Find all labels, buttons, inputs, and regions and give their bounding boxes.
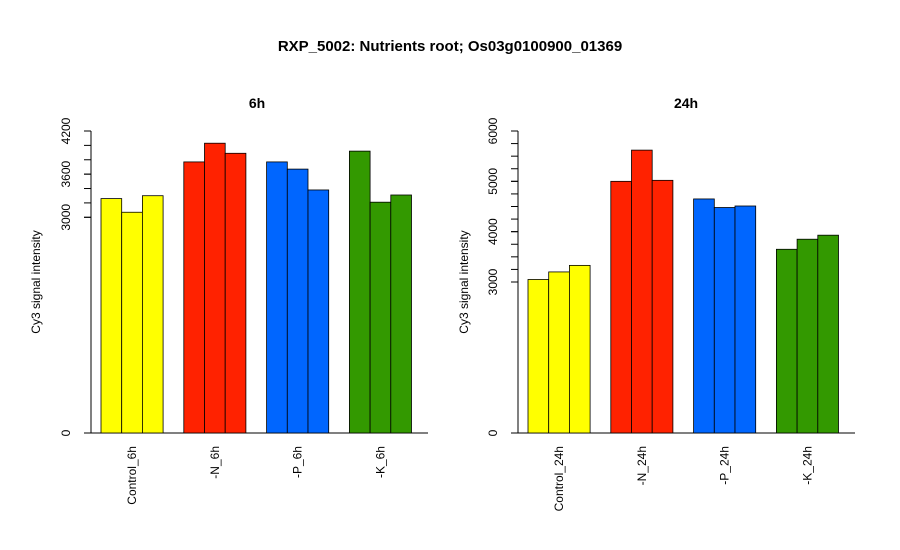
y-tick-label: 5000 bbox=[486, 168, 500, 195]
x-tick-label: Control_24h bbox=[552, 446, 566, 511]
x-tick-label: -K_6h bbox=[373, 446, 387, 478]
x-tick-label: Control_6h bbox=[125, 446, 139, 505]
y-axis-label: Cy3 signal intensity bbox=[457, 230, 471, 333]
y-axis-label: Cy3 signal intensity bbox=[29, 230, 43, 333]
bar bbox=[610, 180, 632, 434]
y-tick-label: 6000 bbox=[486, 117, 500, 144]
bar bbox=[390, 194, 412, 434]
bar bbox=[713, 207, 736, 434]
y-tick-label: 3000 bbox=[59, 204, 73, 231]
y-tick-label: 3600 bbox=[59, 160, 73, 187]
bar bbox=[527, 279, 550, 434]
bar bbox=[348, 150, 371, 434]
bar bbox=[796, 238, 819, 434]
bar bbox=[548, 271, 570, 434]
y-tick-label: 4200 bbox=[59, 117, 73, 144]
bar bbox=[266, 161, 288, 434]
bar bbox=[569, 264, 591, 434]
bar bbox=[817, 234, 839, 434]
bar bbox=[631, 149, 653, 434]
x-tick-label: -N_6h bbox=[208, 446, 222, 479]
y-tick-label: 0 bbox=[486, 429, 500, 436]
x-tick-label: -P_24h bbox=[718, 446, 732, 485]
bar bbox=[776, 248, 798, 434]
y-tick-label: 3000 bbox=[486, 268, 500, 295]
bar bbox=[183, 161, 205, 434]
bar bbox=[651, 179, 674, 434]
panel-title: 24h bbox=[674, 95, 698, 111]
panel-24h: 24h 0 3000 4000 5000 6000 Cy3 signal intensity… bbox=[457, 95, 855, 511]
bar bbox=[286, 168, 309, 434]
bar bbox=[224, 152, 247, 434]
bar bbox=[100, 198, 123, 434]
bar bbox=[307, 189, 330, 434]
x-tick-label: -K_24h bbox=[800, 446, 814, 485]
bar bbox=[121, 211, 143, 434]
bar bbox=[693, 198, 715, 434]
bar bbox=[204, 142, 226, 434]
page-title: RXP_5002: Nutrients root; Os03g0100900_0… bbox=[277, 38, 623, 55]
panel-6h: 6h 0 3000 3600 4200 Cy3 signal intensity Contr… bbox=[29, 95, 428, 505]
y-tick-label: 0 bbox=[59, 429, 73, 436]
bar bbox=[141, 195, 164, 434]
bar bbox=[369, 201, 392, 434]
x-tick-label: -N_24h bbox=[635, 446, 649, 485]
y-tick-label: 4000 bbox=[486, 218, 500, 245]
x-tick-label: -P_6h bbox=[291, 446, 305, 478]
panel-title: 6h bbox=[249, 95, 265, 111]
bar bbox=[734, 205, 757, 434]
